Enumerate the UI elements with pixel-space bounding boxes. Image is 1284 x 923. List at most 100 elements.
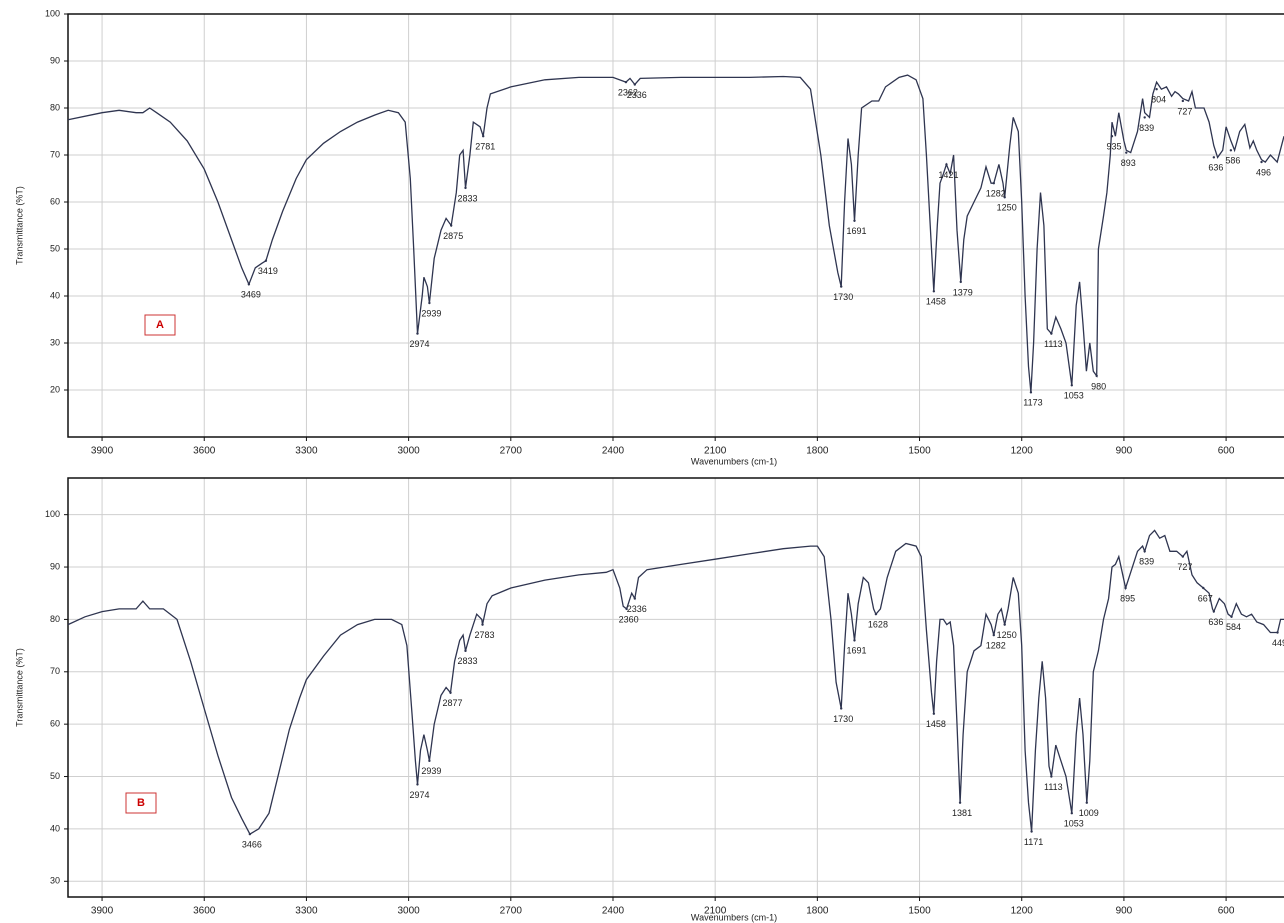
- peak-marker: [1125, 151, 1128, 154]
- y-tick-label: 90: [50, 55, 60, 65]
- x-tick-label: 900: [1116, 906, 1133, 917]
- peak-label: 2360: [619, 614, 639, 624]
- peak-label: 1691: [846, 646, 866, 656]
- peak-label: 935: [1106, 142, 1121, 152]
- peak-label: 1379: [953, 287, 973, 297]
- peak-label: 1458: [926, 719, 946, 729]
- peak-marker: [464, 649, 467, 653]
- peak-marker: [482, 135, 485, 138]
- peak-label: 1053: [1064, 819, 1084, 829]
- peak-label: 839: [1139, 123, 1154, 133]
- x-tick-label: 2700: [500, 446, 523, 457]
- y-tick-label: 60: [50, 719, 60, 729]
- peak-marker: [874, 612, 878, 616]
- peak-label: 636: [1208, 617, 1223, 627]
- peak-label: 586: [1225, 156, 1240, 166]
- peak-marker: [992, 633, 995, 637]
- peak-label: 1628: [868, 620, 888, 630]
- peak-marker: [624, 80, 628, 84]
- y-tick-label: 30: [50, 876, 60, 886]
- x-tick-label: 3300: [295, 446, 318, 457]
- spectrum-line: [67, 74, 1284, 393]
- x-tick-label: 1500: [908, 446, 931, 457]
- peak-label: 1730: [833, 714, 853, 724]
- peak-label: 2781: [475, 142, 495, 152]
- peak-marker: [1212, 610, 1216, 613]
- panel: 30 40 50 60 70 80 90 100 3900 3600 3300 3000 2700 240…: [14, 477, 1284, 922]
- x-tick-label: 2100: [704, 906, 727, 917]
- peak-label: 839: [1139, 557, 1154, 567]
- peak-label: 3466: [242, 840, 262, 850]
- peak-label: 1009: [1079, 808, 1099, 818]
- x-axis-title: Wavenumbers (cm-1): [691, 912, 777, 922]
- panel: 20 30 40 50 60 70 80 90 100 3900 3600 3300 3000 2700 2…: [14, 8, 1284, 466]
- x-tick-label: 3900: [91, 906, 114, 917]
- spectrum-line: [67, 529, 1284, 836]
- x-tick-label: 3600: [193, 446, 216, 457]
- peak-label: 1691: [846, 226, 866, 236]
- peak-marker: [1003, 623, 1006, 626]
- peak-label: 1250: [997, 203, 1017, 213]
- peak-marker: [1050, 332, 1053, 335]
- peak-marker: [633, 83, 636, 86]
- peak-marker: [1181, 99, 1185, 103]
- peak-marker: [633, 597, 636, 600]
- peak-label: 2974: [409, 790, 429, 800]
- peak-label: 895: [1120, 593, 1135, 603]
- peak-label: 1381: [952, 808, 972, 818]
- y-tick-label: 80: [50, 614, 60, 624]
- peak-label: 2336: [627, 90, 647, 100]
- peak-label: 1113: [1044, 782, 1063, 792]
- y-tick-label: 70: [50, 149, 60, 159]
- peak-marker: [428, 301, 431, 305]
- peak-marker: [1212, 156, 1216, 159]
- peak-label: 727: [1177, 106, 1192, 116]
- peak-marker: [1143, 550, 1146, 553]
- peak-marker: [1070, 812, 1073, 815]
- panel-label: B: [137, 797, 145, 809]
- panel-label: A: [156, 319, 164, 331]
- peak-label: 1282: [986, 189, 1006, 199]
- peak-label: 1250: [997, 630, 1017, 640]
- peak-label: 496: [1256, 167, 1271, 177]
- peak-label: 2833: [457, 193, 477, 203]
- peak-marker: [1095, 374, 1098, 378]
- peak-marker: [1229, 149, 1233, 152]
- peak-marker: [264, 259, 268, 262]
- y-tick-label: 70: [50, 666, 60, 676]
- x-tick-label: 2400: [602, 446, 625, 457]
- peak-label: 1113: [1044, 339, 1063, 349]
- panel-label-box: [144, 314, 176, 336]
- peak-label: 2783: [475, 630, 495, 640]
- y-tick-label: 30: [50, 337, 60, 347]
- peak-marker: [1143, 116, 1146, 119]
- peak-label: 1282: [986, 641, 1006, 651]
- peak-label: 3469: [241, 290, 261, 300]
- peak-marker: [853, 219, 856, 222]
- peak-marker: [449, 224, 453, 227]
- peak-label: 2833: [457, 656, 477, 666]
- peak-marker: [1276, 631, 1279, 634]
- y-tick-label: 60: [50, 196, 60, 206]
- x-tick-label: 3600: [193, 906, 216, 917]
- peak-marker: [416, 783, 419, 786]
- x-tick-label: 1800: [806, 446, 829, 457]
- x-tick-label: 1500: [908, 906, 931, 917]
- peak-marker: [428, 759, 431, 763]
- peak-label: 584: [1226, 622, 1241, 632]
- peak-marker: [1230, 615, 1233, 618]
- peak-marker: [959, 280, 962, 284]
- peak-label: 2336: [627, 604, 647, 614]
- x-tick-label: 3000: [397, 446, 420, 457]
- peak-marker: [1070, 384, 1073, 387]
- y-tick-label: 40: [50, 823, 60, 833]
- peak-label: 1171: [1024, 837, 1043, 847]
- y-tick-label: 100: [45, 509, 60, 519]
- x-tick-label: 2400: [602, 906, 625, 917]
- plot-frame: [67, 477, 1284, 898]
- peak-label: 667: [1198, 593, 1213, 603]
- peak-marker: [625, 607, 628, 611]
- y-tick-label: 40: [50, 290, 60, 300]
- peak-marker: [958, 801, 962, 804]
